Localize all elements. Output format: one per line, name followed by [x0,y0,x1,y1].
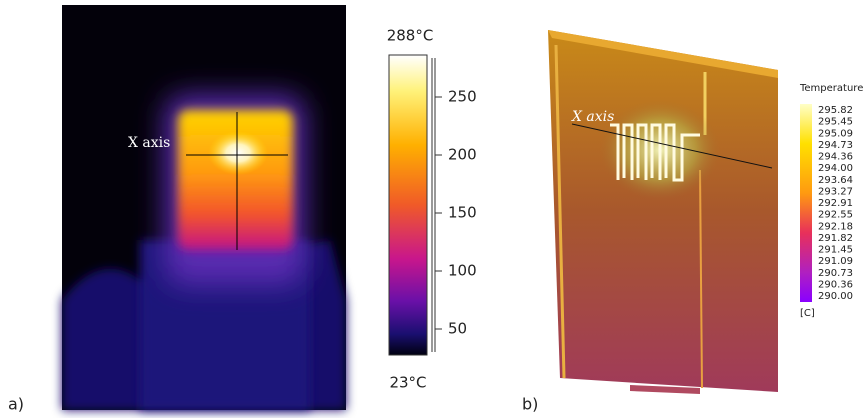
legend-value: 292.55 [818,210,853,221]
legend-value: 291.82 [818,233,853,244]
panel-label: b) [522,395,538,414]
legend-value: 295.45 [818,117,853,128]
thermal-image [62,5,346,410]
colorbar-ticks: 250 200 150 100 50 [435,88,477,338]
tick-label: 100 [448,262,477,280]
legend-bar [800,104,812,302]
legend-value: 290.73 [818,268,853,279]
colorbar-min: 23°C [389,374,426,392]
legend-value: 294.36 [818,152,853,163]
legend-value: 291.45 [818,245,853,256]
legend-value: 294.00 [818,163,853,174]
legend-value: 294.73 [818,140,853,151]
legend-value: 293.64 [818,175,853,186]
legend-unit: [C] [800,308,815,319]
tick-label: 50 [448,320,467,338]
legend-value: 291.09 [818,256,853,267]
x-axis-label: X axis [128,135,170,151]
colorbar [389,55,435,355]
legend-value: 292.91 [818,198,853,209]
tick-label: 150 [448,204,477,222]
x-axis-label: X axis [571,109,614,125]
tick-label: 250 [448,88,477,106]
colorbar-max: 288°C [387,27,434,45]
legend-value: 290.00 [818,291,853,302]
tick-label: 200 [448,146,477,164]
simulation-image [548,30,778,394]
legend-title: Temperature [799,83,863,94]
legend-value: 292.18 [818,221,853,232]
legend-value: 293.27 [818,186,853,197]
legend-values: 295.82295.45295.09294.73294.36294.00293.… [818,105,853,302]
figure: X axis 288°C 23°C 250 200 150 100 50 a) X ax… [0,0,867,418]
legend-value: 295.09 [818,128,853,139]
legend-value: 295.82 [818,105,853,116]
legend-value: 290.36 [818,279,853,290]
panel-label: a) [8,395,24,414]
